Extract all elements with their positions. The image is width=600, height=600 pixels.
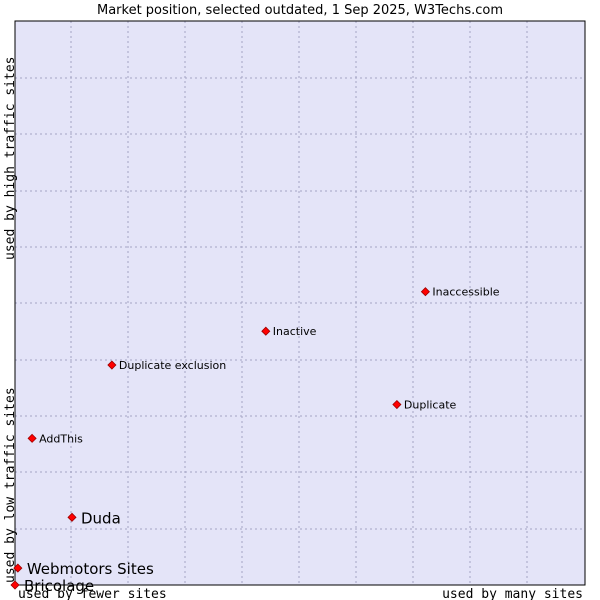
data-point-addthis (27, 433, 37, 443)
data-points: Inaccessible Inactive Duplicate exclusion D… (10, 286, 500, 595)
x-axis-label-right: used by many sites (442, 587, 583, 600)
data-label-inactive: Inactive (273, 325, 317, 338)
data-point-inaccessible (420, 287, 430, 297)
data-point-bricolage (10, 580, 20, 590)
y-axis-label-bottom: used by low traffic sites (3, 387, 18, 583)
data-point-duplicate (392, 399, 402, 410)
data-label-duda: Duda (81, 509, 121, 527)
data-point-inactive (261, 326, 271, 336)
data-label-inaccessible: Inaccessible (432, 286, 499, 299)
grid-lines (15, 21, 585, 585)
chart-title: Market position, selected outdated, 1 Se… (97, 3, 503, 18)
data-point-duplicate-exclusion (107, 360, 117, 370)
plot-border (14, 20, 586, 586)
y-axis-label-top: used by high traffic sites (3, 57, 18, 261)
data-label-addthis: AddThis (39, 432, 83, 445)
data-label-bricolage: Bricolage (24, 577, 94, 595)
data-point-webmotors-sites (13, 563, 23, 573)
data-point-duda (67, 512, 77, 522)
data-label-duplicate-exclusion: Duplicate exclusion (119, 359, 226, 372)
data-label-duplicate: Duplicate (404, 399, 457, 412)
data-label-webmotors-sites: Webmotors Sites (27, 560, 154, 578)
x-axis-label-left: used by fewer sites (18, 587, 167, 600)
